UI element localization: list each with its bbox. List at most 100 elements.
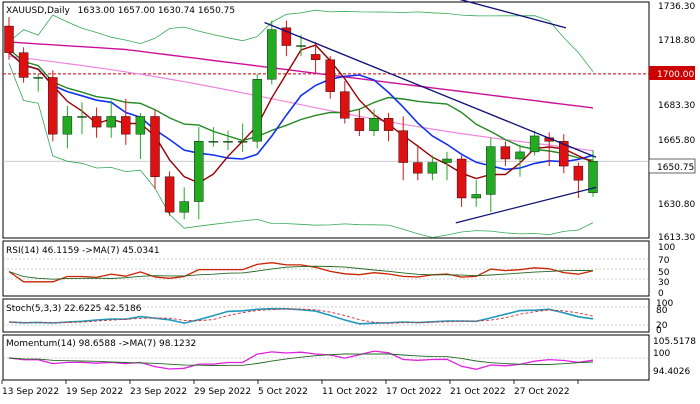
candle-body bbox=[529, 135, 540, 153]
candle-body bbox=[91, 116, 102, 128]
date-label: 13 Sep 2022 bbox=[2, 387, 59, 397]
candle-body bbox=[500, 146, 511, 160]
rsi-scale: 50 bbox=[658, 268, 670, 278]
price-plot bbox=[3, 0, 649, 238]
rsi-ma-line bbox=[8, 265, 594, 280]
momentum-line bbox=[8, 350, 594, 370]
price-axis-label: 1613.30 bbox=[658, 233, 695, 243]
candle-body bbox=[208, 141, 219, 143]
candle-body bbox=[383, 118, 394, 131]
stoch-signal-line bbox=[8, 308, 594, 324]
date-label: 21 Oct 2022 bbox=[450, 387, 506, 397]
candle-body bbox=[237, 141, 248, 143]
date-label: 29 Sep 2022 bbox=[194, 387, 251, 397]
candle-body bbox=[427, 162, 438, 174]
rsi-plot bbox=[3, 258, 649, 283]
level-1700-tag bbox=[649, 66, 695, 80]
momentum-title: Momentum(14) 98.6588 ->MA(7) 98.1232 bbox=[6, 339, 196, 349]
stoch-panel-frame bbox=[2, 298, 650, 333]
magenta-ma-line bbox=[8, 41, 594, 109]
momentum-panel-frame bbox=[2, 334, 650, 381]
candle-body bbox=[588, 161, 598, 193]
price-axis-label: 1630.80 bbox=[658, 200, 695, 210]
candle-body bbox=[281, 27, 292, 46]
candle-body bbox=[4, 25, 14, 53]
rsi-scale: 70 bbox=[658, 256, 670, 266]
date-label: 19 Sep 2022 bbox=[66, 387, 123, 397]
candle-body bbox=[252, 79, 262, 142]
candle-body bbox=[121, 116, 131, 135]
ascending-trendline bbox=[455, 186, 597, 224]
candle-body bbox=[325, 59, 335, 92]
blue-ma-line bbox=[8, 51, 594, 171]
date-label: 23 Sep 2022 bbox=[130, 387, 187, 397]
candle-body bbox=[33, 77, 43, 79]
candle-body bbox=[164, 176, 175, 213]
current-price-tag bbox=[648, 158, 696, 174]
candle-body bbox=[573, 165, 584, 181]
candle-body bbox=[194, 141, 204, 202]
current-price-label: 1650.75 bbox=[657, 163, 694, 173]
symbol-title: XAUUSD,Daily bbox=[6, 6, 70, 16]
date-label: 11 Oct 2022 bbox=[322, 387, 378, 397]
stoch-scale: 20 bbox=[656, 321, 668, 331]
candle-body bbox=[150, 116, 160, 177]
candle-body bbox=[413, 162, 423, 174]
date-label: 27 Oct 2022 bbox=[514, 387, 570, 397]
candle-body bbox=[442, 158, 452, 163]
chart-title: XAUUSD,Daily 1633.00 1657.00 1630.74 165… bbox=[6, 6, 235, 16]
candle-body bbox=[106, 116, 116, 128]
candle-body bbox=[354, 118, 365, 131]
price-axis-label: 1665.80 bbox=[658, 136, 695, 146]
momentum-scale: 105.5178 bbox=[653, 337, 696, 347]
candle-body bbox=[559, 141, 569, 167]
price-axis-label: 1736.30 bbox=[658, 2, 695, 12]
upper-band-line bbox=[8, 9, 594, 72]
candle-body bbox=[369, 118, 379, 131]
rsi-title: RSI(14) 46.1159 ->MA(7) 45.0341 bbox=[6, 246, 160, 256]
stoch-scale: 100 bbox=[656, 299, 673, 309]
rsi-scale: 30 bbox=[658, 278, 670, 288]
momentum-plot bbox=[3, 350, 649, 370]
stoch-plot bbox=[3, 306, 649, 326]
price-axis: 1736.30 1718.80 1683.30 1665.80 1630.80 … bbox=[648, 2, 696, 243]
candle-body bbox=[223, 141, 233, 143]
candle-body bbox=[340, 91, 350, 119]
stoch-title: Stoch(5,3,3) 22.6225 42.5186 bbox=[6, 304, 142, 314]
pink-ma-line bbox=[8, 55, 594, 152]
candle-body bbox=[515, 151, 525, 160]
descending-trendline bbox=[264, 21, 597, 158]
stoch-scale: 0 bbox=[656, 326, 662, 336]
candle-body bbox=[471, 194, 481, 199]
candle-body bbox=[398, 130, 408, 163]
candle-body bbox=[486, 146, 496, 195]
candle-body bbox=[456, 158, 467, 199]
upper-channel-line bbox=[459, 0, 567, 29]
price-axis-label: 1718.80 bbox=[658, 36, 695, 46]
candle-body bbox=[48, 77, 58, 135]
date-axis: 13 Sep 2022 19 Sep 2022 23 Sep 2022 29 S… bbox=[1, 380, 579, 397]
stoch-main-line bbox=[8, 307, 594, 325]
candle-body bbox=[310, 54, 321, 60]
date-label: 17 Oct 2022 bbox=[386, 387, 442, 397]
candle-body bbox=[179, 201, 189, 213]
momentum-scale: 100 bbox=[653, 349, 670, 359]
green-ma-line bbox=[8, 48, 594, 161]
momentum-scale: 94.4026 bbox=[653, 367, 690, 377]
momentum-ma-line bbox=[8, 353, 594, 366]
price-axis-label: 1683.30 bbox=[658, 101, 695, 111]
rsi-scale: 100 bbox=[658, 243, 675, 253]
lower-band-line bbox=[8, 63, 594, 238]
ohlc-values: 1633.00 1657.00 1630.74 1650.75 bbox=[78, 6, 235, 16]
candle-body bbox=[77, 116, 87, 118]
rsi-scale: 0 bbox=[658, 289, 664, 299]
date-label: 5 Oct 2022 bbox=[258, 387, 308, 397]
candle-body bbox=[296, 45, 306, 47]
candle-body bbox=[135, 116, 146, 135]
rsi-line bbox=[8, 262, 594, 283]
candle-body bbox=[62, 116, 73, 135]
candle-body bbox=[267, 29, 277, 80]
stoch-scale: 80 bbox=[656, 306, 668, 316]
